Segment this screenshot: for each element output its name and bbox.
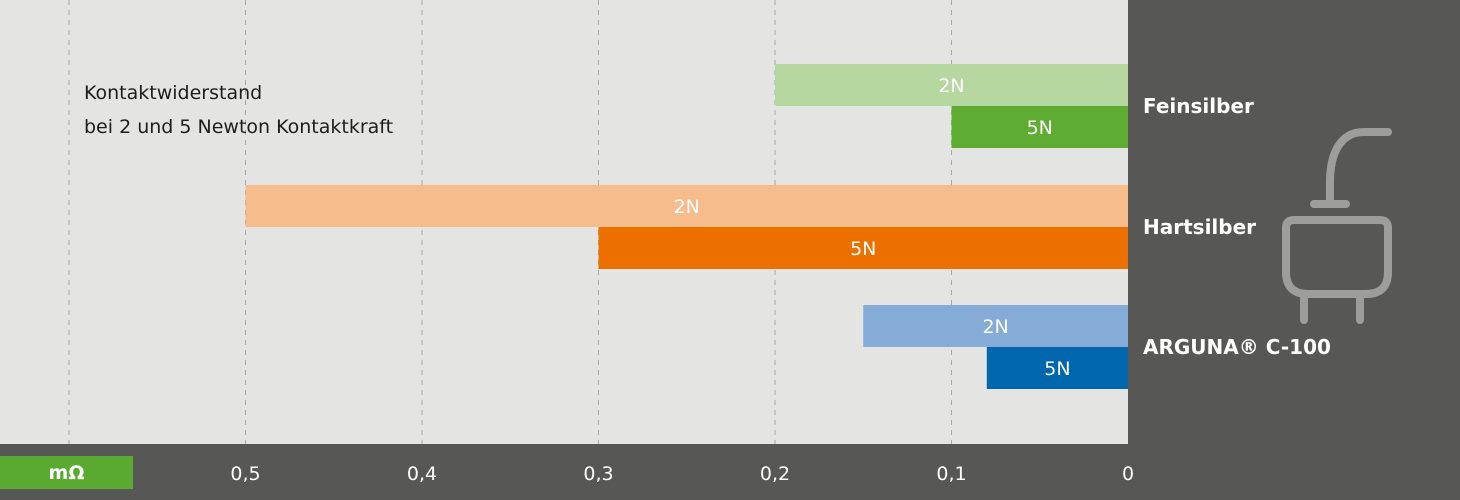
x-tick-label: 0,2 [760, 463, 790, 485]
category-label: ARGUNA® C-100 [1143, 335, 1331, 359]
chart-title: Kontaktwiderstand bei 2 und 5 Newton Kon… [84, 76, 393, 144]
bar-data-label: 5N [1027, 117, 1053, 139]
bar [951, 106, 1128, 148]
x-tick-label: 0,4 [407, 463, 437, 485]
bar-data-label: 2N [674, 196, 700, 218]
chart-title-line-1: Kontaktwiderstand [84, 82, 263, 104]
bar [598, 227, 1128, 269]
x-tick-label: 0 [1122, 463, 1134, 485]
bar [775, 64, 1128, 106]
bar-data-label: 2N [938, 75, 964, 97]
bar [245, 185, 1128, 227]
bar-data-label: 2N [982, 316, 1008, 338]
category-label: Feinsilber [1143, 94, 1254, 118]
bar-data-label: 5N [1044, 358, 1070, 380]
x-tick-label: 0,3 [583, 463, 613, 485]
chart-title-line-2: bei 2 und 5 Newton Kontaktkraft [84, 116, 394, 138]
bar-data-label: 5N [850, 238, 876, 260]
plug-icon [1282, 128, 1392, 324]
bar [863, 305, 1128, 347]
unit-label: mΩ [0, 456, 133, 489]
x-tick-label: 0,1 [936, 463, 966, 485]
x-tick-label: 0,5 [230, 463, 260, 485]
category-label: Hartsilber [1143, 215, 1256, 239]
bar [986, 347, 1128, 389]
